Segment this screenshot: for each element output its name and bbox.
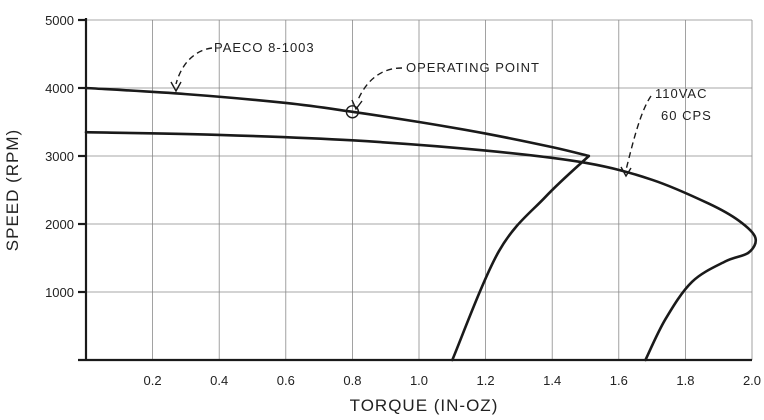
series-lines bbox=[84, 86, 758, 362]
y-tick-label: 4000 bbox=[45, 81, 74, 96]
x-tick-label: 1.6 bbox=[610, 373, 628, 388]
axes bbox=[78, 18, 752, 362]
x-tick-label: 1.4 bbox=[543, 373, 561, 388]
x-tick-label: 1.0 bbox=[410, 373, 428, 388]
x-tick-label: 2.0 bbox=[743, 373, 761, 388]
x-tick-label: 0.4 bbox=[210, 373, 228, 388]
x-tick-label: 0.8 bbox=[343, 373, 361, 388]
annotation-leader-110vac bbox=[625, 95, 652, 171]
x-tick-label: 1.2 bbox=[477, 373, 495, 388]
x-axis-title: TORQUE (IN-OZ) bbox=[350, 396, 499, 415]
annotation-label-110vac: 110VAC bbox=[655, 86, 708, 101]
y-tick-label: 5000 bbox=[45, 13, 74, 28]
annotation-label-60cps: 60 CPS bbox=[661, 108, 712, 123]
operating-point-marker bbox=[345, 105, 360, 119]
y-axis-title: SPEED (RPM) bbox=[3, 129, 22, 251]
annotation-arrowhead-110vac bbox=[620, 166, 632, 178]
series-line-paeco-lower bbox=[451, 154, 591, 362]
x-tick-label: 0.6 bbox=[277, 373, 295, 388]
x-tick-label: 1.8 bbox=[676, 373, 694, 388]
annotation-leader-operating-point bbox=[356, 67, 403, 103]
annotation-arrowhead-operating-point bbox=[351, 99, 363, 111]
annotations: PAECO 8-1003 OPERATING POINT 110VAC 60 C… bbox=[170, 40, 712, 178]
annotation-leader-paeco bbox=[175, 47, 213, 85]
annotation-label-operating-point: OPERATING POINT bbox=[406, 60, 540, 75]
series-line-110vac bbox=[84, 130, 758, 362]
series-line-paeco-upper bbox=[84, 86, 591, 158]
tick-labels: 0.2 0.4 0.6 0.8 1.0 1.2 1.4 1.6 1.8 2.0 1000 2000 30… bbox=[45, 13, 761, 388]
grid bbox=[86, 19, 753, 360]
x-tick-label: 0.2 bbox=[144, 373, 162, 388]
y-tick-label: 2000 bbox=[45, 217, 74, 232]
y-tick-label: 3000 bbox=[45, 149, 74, 164]
annotation-label-paeco: PAECO 8-1003 bbox=[214, 40, 315, 55]
annotation-arrowhead-paeco bbox=[170, 81, 182, 93]
y-tick-label: 1000 bbox=[45, 285, 74, 300]
